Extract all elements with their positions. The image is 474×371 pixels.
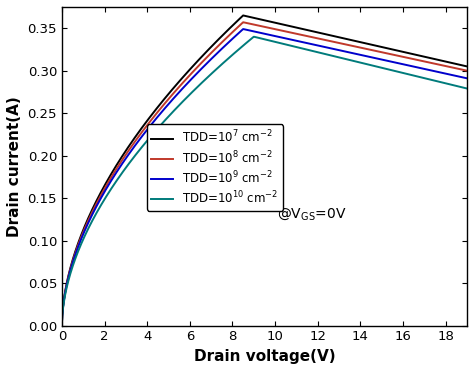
Y-axis label: Drain current(A): Drain current(A) <box>7 96 22 237</box>
TDD=10$^{9}$ cm$^{-2}$ <box>375 56 381 61</box>
TDD=10$^{10}$ cm$^{-2}$ <box>59 324 65 328</box>
TDD=10$^{8}$ cm$^{-2}$ <box>240 20 246 24</box>
TDD=10$^{9}$ cm$^{-2}$ <box>240 27 246 31</box>
TDD=10$^{10}$ cm$^{-2}$ <box>375 65 381 69</box>
TDD=10$^{10}$ cm$^{-2}$ <box>237 46 243 50</box>
TDD=10$^{7}$ cm$^{-2}$ <box>375 44 381 49</box>
Line: TDD=10$^{8}$ cm$^{-2}$: TDD=10$^{8}$ cm$^{-2}$ <box>62 22 467 326</box>
TDD=10$^{9}$ cm$^{-2}$ <box>383 58 388 63</box>
TDD=10$^{9}$ cm$^{-2}$ <box>237 29 243 34</box>
TDD=10$^{8}$ cm$^{-2}$ <box>383 51 388 55</box>
TDD=10$^{7}$ cm$^{-2}$ <box>464 64 470 69</box>
TDD=10$^{7}$ cm$^{-2}$ <box>59 324 65 328</box>
TDD=10$^{7}$ cm$^{-2}$ <box>100 186 106 190</box>
TDD=10$^{9}$ cm$^{-2}$ <box>100 192 106 196</box>
TDD=10$^{10}$ cm$^{-2}$ <box>464 86 470 91</box>
TDD=10$^{10}$ cm$^{-2}$ <box>337 56 343 60</box>
TDD=10$^{10}$ cm$^{-2}$ <box>223 59 228 63</box>
TDD=10$^{9}$ cm$^{-2}$ <box>337 48 343 53</box>
TDD=10$^{9}$ cm$^{-2}$ <box>464 76 470 81</box>
TDD=10$^{10}$ cm$^{-2}$ <box>383 66 388 71</box>
TDD=10$^{9}$ cm$^{-2}$ <box>223 43 228 47</box>
Line: TDD=10$^{10}$ cm$^{-2}$: TDD=10$^{10}$ cm$^{-2}$ <box>62 37 467 326</box>
Text: @V$_{\mathregular{GS}}$=0V: @V$_{\mathregular{GS}}$=0V <box>277 206 346 222</box>
TDD=10$^{8}$ cm$^{-2}$ <box>237 23 243 27</box>
TDD=10$^{7}$ cm$^{-2}$ <box>240 13 246 18</box>
TDD=10$^{8}$ cm$^{-2}$ <box>223 36 228 41</box>
TDD=10$^{7}$ cm$^{-2}$ <box>223 30 228 35</box>
TDD=10$^{8}$ cm$^{-2}$ <box>100 189 106 193</box>
TDD=10$^{7}$ cm$^{-2}$ <box>383 46 388 50</box>
TDD=10$^{7}$ cm$^{-2}$ <box>337 35 343 40</box>
TDD=10$^{10}$ cm$^{-2}$ <box>100 199 106 204</box>
Line: TDD=10$^{7}$ cm$^{-2}$: TDD=10$^{7}$ cm$^{-2}$ <box>62 16 467 326</box>
Legend: TDD=10$^{7}$ cm$^{-2}$, TDD=10$^{8}$ cm$^{-2}$, TDD=10$^{9}$ cm$^{-2}$, TDD=10$^: TDD=10$^{7}$ cm$^{-2}$, TDD=10$^{8}$ cm$… <box>146 124 283 211</box>
X-axis label: Drain voltage(V): Drain voltage(V) <box>194 349 335 364</box>
TDD=10$^{8}$ cm$^{-2}$ <box>375 49 381 54</box>
TDD=10$^{9}$ cm$^{-2}$ <box>59 324 65 328</box>
Line: TDD=10$^{9}$ cm$^{-2}$: TDD=10$^{9}$ cm$^{-2}$ <box>62 29 467 326</box>
TDD=10$^{10}$ cm$^{-2}$ <box>251 35 256 39</box>
TDD=10$^{8}$ cm$^{-2}$ <box>59 324 65 328</box>
TDD=10$^{8}$ cm$^{-2}$ <box>337 41 343 46</box>
TDD=10$^{7}$ cm$^{-2}$ <box>237 16 243 20</box>
TDD=10$^{8}$ cm$^{-2}$ <box>464 69 470 73</box>
